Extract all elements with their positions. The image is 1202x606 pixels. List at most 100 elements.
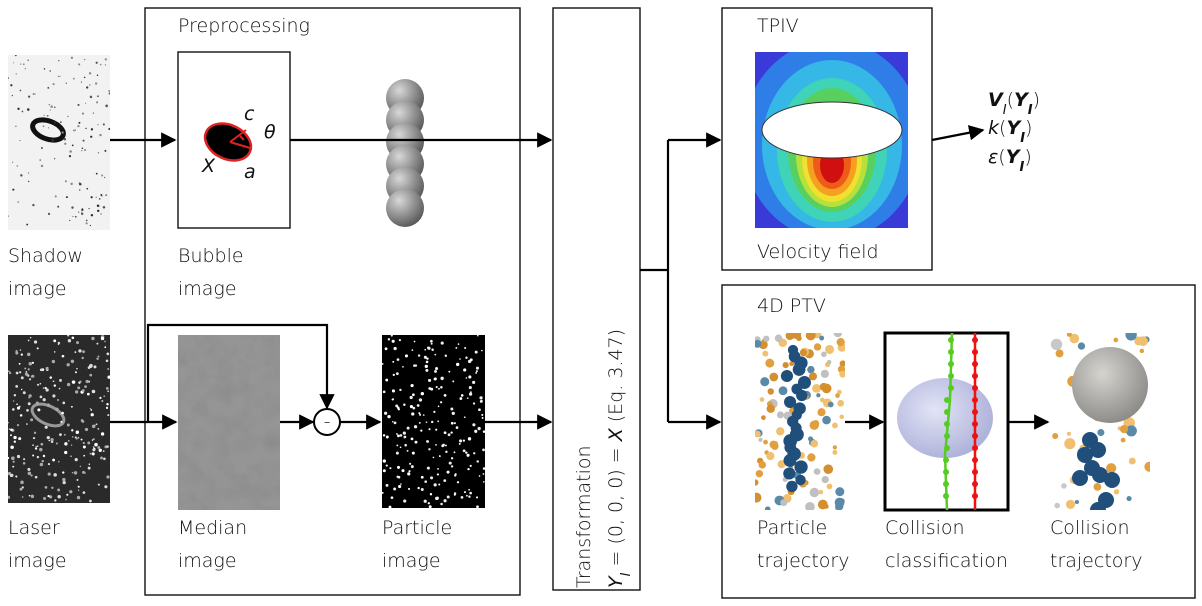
texture: [61, 412, 64, 415]
texture: [66, 196, 68, 198]
texture: [103, 206, 106, 209]
texture: [93, 113, 94, 114]
texture: [90, 409, 92, 411]
output: k(YI): [988, 117, 1032, 146]
texture: [43, 125, 45, 127]
texture: [7, 457, 9, 459]
texture: [37, 456, 39, 458]
section-title: Preprocessing: [178, 15, 310, 37]
texture: [403, 499, 406, 502]
texture: [72, 380, 75, 383]
texture: [468, 375, 471, 378]
texture: [948, 337, 954, 343]
texture: [464, 491, 466, 493]
texture: [481, 414, 483, 416]
equation: YI = (0, 0, 0) = X (Eq. 3.47): [605, 329, 634, 588]
texture: [793, 363, 806, 376]
texture: [104, 346, 106, 348]
texture: [20, 481, 24, 485]
texture: [79, 189, 80, 190]
texture: [786, 331, 795, 340]
texture: [436, 497, 439, 500]
texture: [822, 476, 829, 483]
texture: [105, 64, 106, 65]
texture: [82, 350, 85, 353]
texture: [457, 481, 459, 483]
texture: [57, 489, 60, 492]
texture: [90, 225, 91, 226]
texture: [820, 398, 825, 403]
output: VI(YI): [988, 89, 1040, 118]
texture: [786, 481, 797, 492]
texture: [443, 499, 446, 502]
texture: [1129, 458, 1136, 465]
texture: [106, 360, 109, 363]
texture: [434, 483, 437, 486]
texture: [454, 494, 456, 496]
texture: [90, 136, 92, 138]
text-part: (: [1007, 89, 1014, 111]
texture: [383, 390, 386, 393]
texture: [97, 204, 100, 207]
texture: [408, 470, 410, 472]
texture: [19, 371, 21, 373]
texture: [54, 107, 55, 108]
text-part: (Eq. 3.47): [605, 329, 627, 428]
texture: [833, 445, 837, 449]
texture: [86, 222, 88, 224]
texture: [64, 434, 65, 435]
texture: [76, 368, 77, 369]
texture: [434, 370, 437, 373]
texture: [1090, 502, 1106, 518]
texture: [78, 349, 81, 352]
texture: [389, 506, 392, 509]
texture: [77, 104, 79, 106]
texture: [972, 493, 978, 499]
texture: [97, 95, 99, 97]
texture: [71, 57, 73, 59]
texture: [463, 449, 466, 452]
arrow: [640, 140, 668, 422]
texture: [42, 460, 44, 462]
texture: [463, 368, 466, 371]
texture: [87, 393, 90, 396]
texture: [445, 355, 447, 357]
texture: [398, 485, 401, 488]
texture: [440, 503, 443, 506]
texture: [428, 448, 430, 450]
texture: [68, 440, 69, 441]
texture: [103, 123, 105, 125]
texture: [33, 437, 35, 439]
image-label: Median: [178, 517, 247, 539]
texture: [392, 389, 395, 392]
texture: [107, 390, 109, 392]
texture: [759, 461, 766, 468]
texture: [823, 464, 833, 474]
texture: [23, 458, 25, 460]
texture: [28, 172, 29, 173]
texture: [972, 469, 978, 475]
texture: [21, 354, 23, 356]
texture: [96, 101, 98, 103]
symbol: X: [201, 155, 216, 177]
texture: [944, 397, 950, 403]
texture: [447, 495, 450, 498]
texture: [972, 373, 978, 379]
texture: [417, 487, 419, 489]
texture: [97, 428, 99, 430]
texture: [393, 347, 396, 350]
texture: [479, 396, 482, 399]
texture: [89, 72, 91, 74]
texture: [760, 377, 769, 386]
texture: [94, 443, 98, 447]
texture: [53, 473, 57, 477]
texture: [95, 82, 97, 84]
texture: [72, 336, 75, 339]
texture: [91, 337, 94, 340]
texture: [7, 77, 9, 79]
texture: [67, 363, 70, 366]
texture: [419, 422, 421, 424]
texture: [78, 486, 80, 488]
texture: [763, 440, 768, 445]
texture: [483, 473, 485, 475]
